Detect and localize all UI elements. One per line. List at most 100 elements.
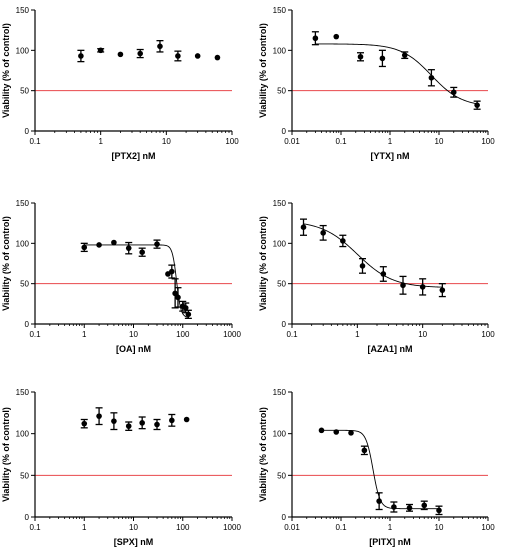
x-tick-label: 10 xyxy=(162,137,171,146)
data-point xyxy=(139,420,145,426)
chart-panel: 0 50 100 150 0.01 0.1 1 10 100 [YTX] nM Viability … xyxy=(258,6,495,161)
x-tick-label: 1 xyxy=(98,137,103,146)
data-point xyxy=(436,507,442,514)
data-point xyxy=(185,311,192,318)
data-point xyxy=(320,230,326,236)
data-point xyxy=(125,245,132,251)
y-axis-title: Viability (% of control) xyxy=(258,23,268,118)
data-point xyxy=(175,53,181,59)
data-point xyxy=(175,294,181,301)
y-tick-label: 50 xyxy=(277,471,286,480)
x-axis-title: [PlTX] nM xyxy=(369,537,411,547)
data-point xyxy=(137,50,144,57)
data-point xyxy=(194,53,201,59)
data-point xyxy=(182,305,189,311)
y-axis-title: Viability (% of control) xyxy=(1,23,11,118)
data-point xyxy=(111,239,117,246)
data-point xyxy=(96,242,102,248)
y-tick-label: 100 xyxy=(16,46,30,55)
y-tick-label: 100 xyxy=(16,430,30,439)
y-tick-label: 100 xyxy=(273,430,287,439)
data-point xyxy=(333,429,340,435)
data-point xyxy=(183,416,190,423)
x-tick-label: 0.01 xyxy=(284,137,300,146)
data-point xyxy=(154,421,160,428)
data-point xyxy=(380,271,387,277)
data-point xyxy=(139,249,145,256)
x-tick-label: 1 xyxy=(355,330,360,339)
x-tick-label: 1 xyxy=(82,523,87,532)
x-tick-label: 0.1 xyxy=(335,137,347,146)
data-point xyxy=(312,35,319,42)
data-point xyxy=(401,52,408,58)
y-tick-label: 100 xyxy=(273,46,287,55)
fit-curve xyxy=(321,429,439,510)
x-tick-label: 0.01 xyxy=(284,523,300,532)
x-tick-label: 10 xyxy=(435,137,444,146)
data-point xyxy=(117,51,124,58)
fit-curve xyxy=(303,223,443,288)
chart-panel: 0 50 100 150 0.1 1 10 100 1000 [OA] nM Viability (… xyxy=(1,199,241,354)
data-point xyxy=(379,55,386,62)
data-point xyxy=(361,447,368,454)
x-tick-label: 100 xyxy=(176,523,190,532)
data-point xyxy=(400,282,406,289)
data-point xyxy=(97,47,104,54)
y-axis-title: Viability (% of control) xyxy=(1,216,11,311)
x-tick-label: 0.1 xyxy=(29,330,41,339)
x-tick-label: 0.1 xyxy=(29,523,41,532)
data-point xyxy=(318,427,325,434)
y-axis-title: Viability (% of control) xyxy=(258,407,268,502)
y-axis-title: Viability (% of control) xyxy=(1,407,11,502)
data-point xyxy=(81,420,88,427)
x-tick-label: 1000 xyxy=(223,330,241,339)
data-point xyxy=(421,502,428,509)
data-point xyxy=(439,287,446,293)
y-tick-label: 50 xyxy=(20,471,29,480)
x-tick-label: 100 xyxy=(481,137,495,146)
x-tick-label: 10 xyxy=(129,523,138,532)
data-point xyxy=(169,268,175,275)
y-tick-label: 0 xyxy=(282,320,287,329)
y-tick-label: 100 xyxy=(273,239,287,248)
data-point xyxy=(154,241,160,247)
y-tick-label: 100 xyxy=(16,239,30,248)
x-tick-label: 100 xyxy=(481,330,495,339)
x-tick-label: 10 xyxy=(435,523,444,532)
y-tick-label: 150 xyxy=(273,388,287,397)
x-tick-label: 1 xyxy=(388,137,393,146)
chart-panel: 0 50 100 150 0.01 0.1 1 10 100 [PlTX] nM Viability… xyxy=(258,388,495,547)
data-point xyxy=(111,418,117,424)
x-tick-label: 100 xyxy=(225,137,239,146)
x-tick-label: 0.1 xyxy=(286,330,298,339)
y-tick-label: 150 xyxy=(273,6,287,15)
chart-panel: 0 50 100 150 0.1 1 10 100 1000 [SPX] nM Viability … xyxy=(1,388,241,547)
data-point xyxy=(169,417,175,424)
chart-panel: 0 50 100 150 0.1 1 10 100 [PTX2] nM Viability (% … xyxy=(1,6,239,161)
data-point xyxy=(125,423,132,429)
data-point xyxy=(348,430,354,436)
x-axis-title: [OA] nM xyxy=(116,344,151,354)
y-tick-label: 0 xyxy=(25,127,30,136)
y-tick-label: 0 xyxy=(25,320,30,329)
data-point xyxy=(357,53,364,60)
x-tick-label: 0.1 xyxy=(335,523,347,532)
fit-curve xyxy=(84,244,189,318)
x-tick-label: 100 xyxy=(481,523,495,532)
y-tick-label: 50 xyxy=(20,280,29,289)
y-tick-label: 150 xyxy=(16,388,30,397)
data-point xyxy=(214,54,221,61)
data-point xyxy=(340,238,346,244)
y-tick-label: 150 xyxy=(16,199,30,208)
y-tick-label: 0 xyxy=(25,513,30,522)
data-point xyxy=(172,290,178,297)
x-tick-label: 10 xyxy=(418,330,427,339)
x-axis-title: [AZA1] nM xyxy=(368,344,413,354)
y-tick-label: 0 xyxy=(282,513,287,522)
y-tick-label: 150 xyxy=(16,6,30,15)
data-point xyxy=(81,244,88,251)
y-tick-label: 50 xyxy=(277,87,286,96)
x-tick-label: 100 xyxy=(176,330,190,339)
x-tick-label: 1 xyxy=(82,330,87,339)
